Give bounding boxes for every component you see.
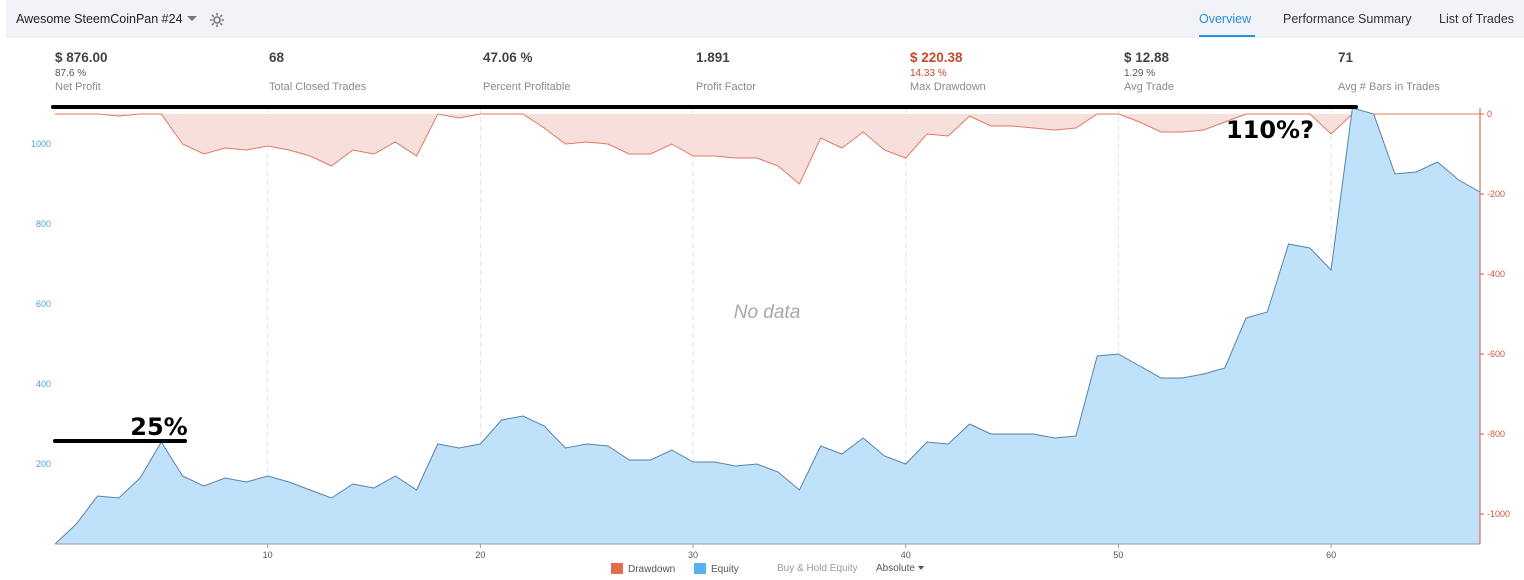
stat-value: 47.06 % [483, 50, 533, 65]
stat-label: Percent Profitable [483, 81, 571, 93]
legend-label: Equity [711, 564, 739, 575]
tab-performance-summary[interactable]: Performance Summary [1283, 12, 1412, 26]
stat-sub: 14.33 % [910, 68, 947, 79]
stat-value: 68 [269, 50, 285, 65]
x-tick-label: 50 [1113, 550, 1123, 560]
stat-profit-factor: 1.891 Profit Factor [696, 50, 886, 93]
x-tick-label: 30 [688, 550, 698, 560]
stat-label: Avg Trade [1124, 81, 1174, 93]
right-axis-tick-label: 0 [1487, 109, 1492, 119]
right-axis-tick-label: -400 [1487, 269, 1505, 279]
legend-label: Drawdown [628, 564, 676, 575]
chevron-down-icon [917, 566, 924, 570]
left-axis-tick-label: 600 [36, 299, 51, 309]
top-bar: Awesome SteemCoinPan #24 Overview Perfor… [6, 0, 1524, 38]
stat-sub: 1.29 % [1124, 68, 1156, 79]
left-axis-tick-label: 200 [36, 459, 51, 469]
stat-label: Total Closed Trades [269, 81, 367, 93]
legend-drawdown[interactable]: Drawdown [611, 563, 675, 575]
x-tick-label: 40 [901, 550, 911, 560]
stat-net-profit: $ 876.00 87.6 % Net Profit [55, 50, 245, 93]
tab-overview[interactable]: Overview [1199, 12, 1252, 26]
stat-value: 71 [1338, 50, 1354, 65]
right-axis-tick-label: -200 [1487, 189, 1505, 199]
legend-swatch-drawdown [611, 563, 623, 574]
stat-label: Max Drawdown [910, 81, 986, 93]
mode-label: Absolute [876, 563, 915, 574]
equity-drawdown-chart: 10 20 30 40 50 60 200 400 600 800 1000 0 -200 -400 -60… [31, 105, 1510, 560]
stat-avg-bars-in-trades: 71 Avg # Bars in Trades [1338, 50, 1524, 93]
stat-value: $ 220.38 [910, 50, 963, 65]
stat-sub: 87.6 % [55, 68, 87, 79]
x-tick-label: 10 [263, 550, 273, 560]
annotation-25-label: 25% [130, 413, 187, 441]
equity-line [54, 107, 1481, 545]
stat-label: Profit Factor [696, 81, 756, 93]
right-axis-tick-label: -600 [1487, 349, 1505, 359]
no-data-overlay: No data [734, 302, 801, 323]
legend-buy-hold-equity[interactable]: Buy & Hold Equity [777, 563, 858, 574]
stat-max-drawdown: $ 220.38 14.33 % Max Drawdown [910, 50, 1100, 93]
strategy-title[interactable]: Awesome SteemCoinPan #24 [16, 12, 183, 26]
stat-percent-profitable: 47.06 % Percent Profitable [483, 50, 673, 93]
stat-value: $ 876.00 [55, 50, 108, 65]
stat-value: $ 12.88 [1124, 50, 1170, 65]
stat-label: Net Profit [55, 81, 101, 93]
stat-total-closed-trades: 68 Total Closed Trades [269, 50, 459, 93]
drawdown-area [55, 114, 1480, 184]
mode-dropdown[interactable]: Absolute [876, 563, 924, 574]
stat-value: 1.891 [696, 50, 730, 65]
x-tick-label: 20 [475, 550, 485, 560]
left-axis-tick-label: 800 [36, 219, 51, 229]
right-axis-tick-label: -800 [1487, 429, 1505, 439]
legend-label: Buy & Hold Equity [777, 563, 858, 574]
legend-swatch-equity [694, 563, 706, 574]
left-axis-tick-label: 1000 [31, 139, 51, 149]
equity-area [55, 108, 1480, 544]
left-axis-tick-label: 400 [36, 379, 51, 389]
right-axis-tick-label: -1000 [1487, 509, 1510, 519]
legend-equity[interactable]: Equity [694, 563, 739, 575]
annotation-110-label: 110%? [1226, 116, 1314, 144]
active-tab-indicator [1199, 35, 1255, 37]
tab-list-of-trades[interactable]: List of Trades [1439, 12, 1515, 26]
drawdown-line [55, 113, 1480, 185]
gear-icon[interactable] [208, 11, 226, 29]
stat-label: Avg # Bars in Trades [1338, 81, 1440, 93]
x-tick-label: 60 [1326, 550, 1336, 560]
chevron-down-icon[interactable] [187, 16, 197, 21]
stat-avg-trade: $ 12.88 1.29 % Avg Trade [1124, 50, 1314, 93]
